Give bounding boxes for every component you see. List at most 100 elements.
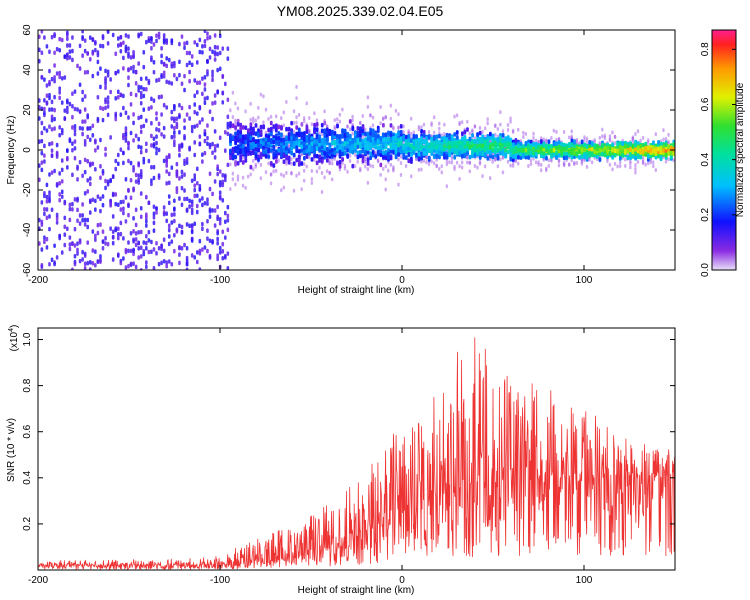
spectrogram-cell: [58, 132, 61, 138]
spectrogram-cell: [86, 126, 90, 131]
snr-panel: -200 -100 0 100 0.20.40.60.81.0 Height of s…: [6, 325, 676, 596]
spectrogram-cell: [66, 52, 69, 57]
spectrogram-cell: [160, 53, 163, 59]
spectrogram-cell: [269, 126, 273, 132]
spectrogram-cell: [486, 121, 489, 126]
spectrogram-cell: [58, 95, 61, 101]
spectrogram-cell: [188, 146, 191, 152]
spectrogram-cell: [448, 134, 452, 140]
spectrogram-cell: [68, 242, 72, 247]
spectrogram-cell: [567, 162, 571, 167]
spectrogram-cell: [157, 173, 161, 178]
spectrogram-cell: [94, 249, 97, 254]
spectrogram-cell: [208, 109, 212, 114]
spectrogram-cell: [392, 135, 395, 141]
spectrogram-cell: [81, 257, 84, 262]
spectrogram-cell: [562, 130, 566, 135]
spectrogram-cell: [208, 207, 212, 212]
spectrogram-cell: [190, 202, 194, 208]
spectrogram-cell: [48, 214, 51, 219]
spectrogram-cell: [71, 114, 74, 120]
spectrogram-cell: [203, 138, 207, 144]
spectrogram-cell: [81, 217, 84, 223]
spectrogram-cell: [313, 153, 316, 159]
spectrogram-cell: [664, 142, 668, 147]
spectrogram-cell: [269, 172, 273, 177]
spectrogram-cell: [458, 122, 461, 127]
spectrogram-cell: [76, 177, 79, 182]
spectrogram-cell: [198, 267, 202, 270]
spectrogram-cell: [323, 133, 327, 139]
spectrogram-cell: [40, 130, 44, 136]
spectrogram-cell: [101, 117, 105, 123]
spectrogram-cell: [331, 140, 334, 145]
spectrogram-cell: [341, 151, 345, 157]
spectrogram-cell: [145, 260, 148, 265]
spectrogram-cell: [160, 59, 163, 65]
spectrogram-cell: [331, 161, 334, 166]
spectrogram-cell: [636, 145, 640, 151]
spectrogram-cell: [280, 144, 283, 150]
spectrogram-cell: [269, 181, 273, 186]
spectrogram-cell: [506, 123, 510, 128]
spectrogram-cell: [353, 153, 357, 158]
y-tick-label: 60: [22, 24, 33, 36]
spectrogram-cell: [147, 38, 151, 43]
spectrogram-cell: [532, 141, 536, 147]
spectrogram-cell: [162, 62, 166, 67]
spectrogram-cell: [178, 196, 181, 201]
spectrogram-cell: [137, 115, 140, 121]
spectrogram-cell: [71, 141, 74, 146]
spectrogram-cell: [460, 160, 464, 165]
spectrogram-cell: [295, 96, 298, 101]
spectrogram-cell: [170, 165, 174, 170]
spectrogram-cell: [124, 33, 128, 38]
spectrogram-cell: [201, 50, 204, 55]
spectrogram-cell: [384, 164, 387, 169]
spectrogram-cell: [320, 132, 324, 137]
spectrogram-cell: [297, 112, 301, 117]
spectrogram-cell: [122, 236, 125, 241]
spectrogram-cell: [55, 220, 59, 225]
spectrogram-cell: [422, 129, 426, 135]
spectrogram-cell: [86, 69, 90, 75]
spectrogram-cell: [249, 164, 253, 170]
spectrogram-cell: [71, 104, 74, 109]
spectrogram-cell: [466, 155, 469, 160]
spectrogram-cell: [274, 168, 278, 173]
spectrogram-cell: [55, 212, 59, 218]
spectrogram-cell: [631, 154, 635, 159]
spectrogram-cell: [180, 185, 184, 191]
spectrogram-cell: [167, 180, 171, 186]
spectrogram-cell: [369, 113, 372, 118]
spectrogram-cell: [274, 123, 278, 128]
spectrogram-cell: [38, 163, 41, 168]
spectrogram-cell: [366, 104, 370, 109]
spectrogram-cell: [50, 76, 54, 82]
spectrogram-cell: [417, 127, 421, 132]
spectrogram-cell: [616, 164, 619, 169]
spectrogram-cell: [573, 150, 576, 155]
spectrogram-cell: [611, 147, 615, 153]
spectrogram-cell: [203, 75, 207, 80]
spectrogram-cell: [359, 137, 362, 142]
spectrogram-cell: [231, 135, 235, 141]
spectrogram-cell: [315, 127, 319, 132]
spectrogram-cell: [346, 124, 349, 129]
spectrogram-cell: [262, 124, 266, 129]
spectrogram-cell: [122, 55, 125, 61]
spectrogram-cell: [267, 154, 271, 159]
spectrogram-cell: [160, 74, 163, 80]
spectrogram-cell: [407, 146, 411, 152]
spectrogram-cell: [165, 211, 168, 216]
spectrogram-cell: [351, 118, 354, 123]
spectrogram-cell: [203, 43, 207, 49]
spectrogram-cell: [557, 158, 561, 163]
spectrogram-cell: [124, 219, 128, 224]
spectrogram-cell: [361, 148, 365, 154]
spectrogram-cell: [218, 50, 222, 56]
spectrogram-cell: [331, 136, 334, 141]
spectrogram-cell: [359, 129, 362, 135]
spectrogram-cell: [239, 154, 243, 159]
spectrogram-cell: [280, 188, 283, 193]
